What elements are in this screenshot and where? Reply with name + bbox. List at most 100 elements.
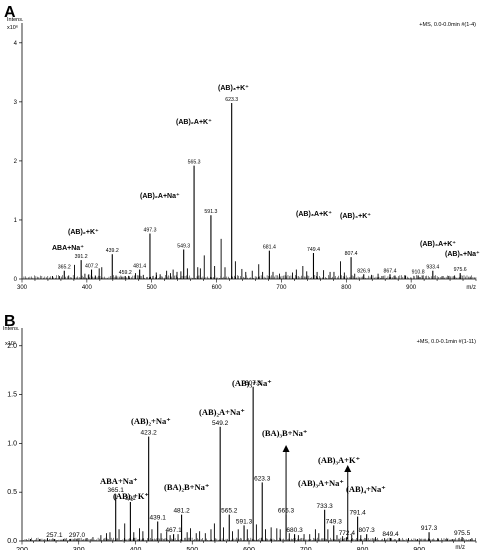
species-annotation: (AB)₄A+K⁺ [420, 240, 456, 248]
peak-mz-label: 867.4 [384, 268, 397, 274]
species-annotation: (AB)₂+K⁺ [68, 228, 99, 236]
peak-mz-label: 549.3 [177, 243, 190, 249]
species-annotation: (BA)₃B+Na⁺ [262, 428, 307, 438]
peak-mz-label: 407.2 [85, 264, 98, 270]
species-annotation: (AB)₂+K⁺ [113, 491, 149, 501]
y-axis-multiplier: x10⁶ [7, 24, 18, 31]
ms-scan-header: +MS, 0.0-0.0min #(1-4) [419, 22, 476, 28]
x-tick-label: 800 [341, 285, 352, 291]
peak-mz-label: 481.4 [133, 264, 146, 270]
peak-mz-label: 565.3 [188, 160, 201, 166]
peak-mz-label: 749.3 [326, 518, 343, 525]
ms-scan-header: +MS, 0.0-0.1min #(1-11) [417, 339, 477, 345]
y-axis-label: Intens. [7, 17, 24, 23]
peak-mz-label: 565.2 [221, 508, 238, 515]
panel-letter: B [4, 313, 16, 330]
peak-mz-label: 423.2 [141, 430, 158, 437]
species-annotation: (AB)₂A+K⁺ [176, 118, 212, 126]
peak-mz-label: 826.9 [357, 268, 370, 274]
x-tick-label: 300 [17, 285, 28, 291]
x-tick-label: 900 [413, 547, 425, 550]
y-tick-label: 1.5 [7, 392, 17, 399]
peak-mz-label: 733.3 [317, 503, 334, 510]
x-tick-label: 600 [243, 547, 255, 550]
peak-mz-label: 497.3 [143, 228, 156, 234]
peak-mz-label: 607.3 [245, 380, 262, 387]
species-annotation: (AB)₃A+K⁺ [318, 455, 360, 465]
peak-mz-label: 680.3 [286, 527, 303, 534]
x-tick-label: 500 [186, 547, 198, 550]
y-tick-label: 2 [14, 159, 18, 165]
y-tick-label: 0.0 [7, 538, 17, 545]
species-annotation: (AB)₂A+Na⁺ [140, 192, 180, 200]
peak-mz-label: 933.4 [426, 265, 439, 271]
peak-mz-label: 591.3 [204, 209, 217, 215]
peak-mz-label: 365.1 [108, 487, 125, 494]
species-annotation: (AB)₃+Na⁺ [232, 378, 272, 388]
species-annotation: (AB)₄+K⁺ [340, 212, 371, 220]
x-tick-label: 200 [16, 547, 28, 550]
peak-mz-label: 439.1 [150, 514, 167, 521]
species-annotation: (AB)₅+Na⁺ [445, 250, 480, 258]
peak-mz-label: 772.4 [339, 530, 356, 537]
species-annotation: ABA+Na⁺ [52, 244, 84, 252]
peak-mz-label: 681.4 [263, 245, 276, 251]
y-tick-label: 3 [14, 100, 18, 106]
peak-mz-label: 391 [125, 495, 136, 502]
peak-mz-label: 807.3 [359, 527, 376, 534]
species-annotation: (AB)₃A+Na⁺ [298, 478, 344, 488]
x-tick-label: 600 [212, 285, 223, 291]
peak-mz-label: 849.4 [382, 531, 399, 538]
species-annotation: (AB)₂+Na⁺ [131, 416, 171, 426]
panel-letter: A [4, 4, 16, 21]
species-annotation: (BA)₂B+Na⁺ [164, 482, 209, 492]
peak-mz-label: 297.0 [69, 532, 86, 539]
x-tick-label: 400 [130, 547, 142, 550]
species-annotation: (AB)₃+K⁺ [218, 84, 249, 92]
arrow-head-icon [344, 465, 352, 472]
y-tick-label: 4 [14, 41, 18, 47]
y-axis-label: Intens. [3, 326, 20, 332]
peak-mz-label: 749.4 [307, 247, 320, 253]
peak-mz-label: 481.2 [173, 508, 190, 515]
y-axis-multiplier: x10⁵ [5, 340, 16, 347]
peak-mz-label: 623.3 [254, 475, 271, 482]
y-tick-label: 0 [14, 277, 18, 283]
peak-mz-label: 257.1 [46, 532, 63, 539]
peak-mz-label: 910.8 [412, 269, 425, 275]
x-tick-label: 700 [276, 285, 287, 291]
peak-mz-label: 391.2 [75, 254, 88, 260]
arrow-head-icon [282, 445, 290, 452]
x-tick-label: 400 [82, 285, 93, 291]
x-axis-label: m/z [455, 545, 465, 550]
peak-mz-label: 591.3 [236, 518, 253, 525]
species-annotation: ABA+Na⁺ [100, 476, 138, 486]
x-tick-label: 300 [73, 547, 85, 550]
peak-mz-label: 459.2 [119, 270, 132, 276]
species-annotation: (AB)₂A+Na⁺ [199, 407, 245, 417]
peak-mz-label: 365.2 [58, 265, 71, 271]
peak-mz-label: 807.4 [345, 251, 358, 257]
y-tick-label: 2.0 [7, 343, 17, 350]
panel-a: A +MS, 0.0-0.0min #(1-4) Intens.x10⁶ m/z 0 1 2… [4, 4, 480, 291]
x-tick-label: 800 [357, 547, 369, 550]
species-annotation: (AB)₃A+K⁺ [296, 210, 332, 218]
y-tick-label: 1 [14, 218, 18, 224]
peak-mz-label: 549.2 [212, 420, 229, 427]
y-tick-label: 1.0 [7, 440, 17, 447]
peak-mz-label: 975.6 [454, 267, 467, 273]
x-tick-label: 900 [406, 285, 417, 291]
peak-mz-label: 917.3 [421, 525, 438, 532]
peak-mz-label: 975.5 [454, 530, 471, 537]
x-tick-label: 500 [147, 285, 158, 291]
peak-mz-label: 439.2 [106, 248, 119, 254]
peak-mz-label: 791.4 [349, 510, 366, 517]
panel-b: B +MS, 0.0-0.1min #(1-11) Intens. x10⁵ m/z 0.… [3, 313, 477, 550]
peak-mz-label: 467.1 [165, 527, 182, 534]
x-axis-label: m/z [466, 285, 476, 291]
species-annotation: (AB)₄+Na⁺ [346, 484, 386, 494]
y-tick-label: 0.5 [7, 489, 17, 496]
x-tick-label: 700 [300, 547, 312, 550]
peak-mz-label: 623.3 [225, 97, 238, 103]
